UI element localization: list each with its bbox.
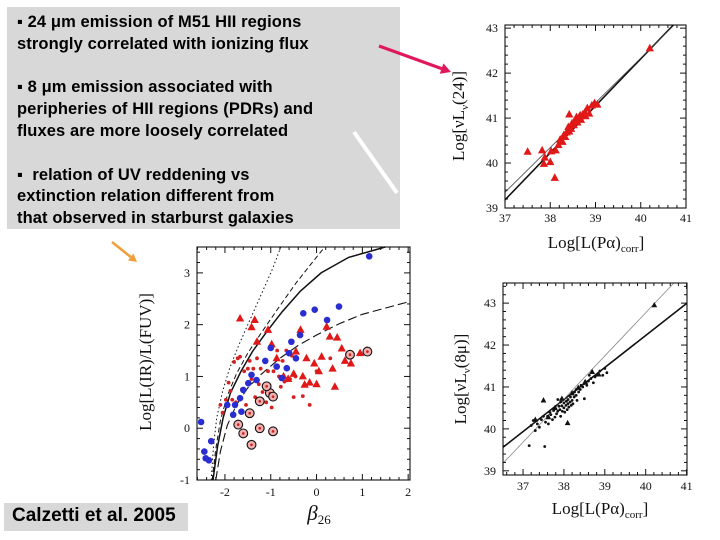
- tick-label: -1: [180, 473, 190, 487]
- y-axis-title: Log[νLν(24)]: [449, 71, 471, 161]
- blue-circles: [197, 253, 373, 464]
- chart-24um-vs-pa-scatter: 37 38 39 40 41 39 40 41 42 43 Log[L(Pα)corr] Log[νL…: [449, 21, 692, 255]
- tick-label: 42: [486, 66, 498, 80]
- curve-dotted: [210, 246, 282, 481]
- bullet-line: ▪ relation of UV reddening vs: [17, 165, 250, 184]
- tick-label: 42: [484, 338, 496, 352]
- tick-label: 3: [184, 266, 190, 280]
- bullet-line: extinction relation different from: [17, 187, 275, 206]
- chart-24um-plot: 37 38 39 40 41 39 40 41 42 43 Log[L(Pα)corr] Log[νL…: [449, 21, 692, 255]
- tick-label: 2: [405, 485, 411, 499]
- tick-label: 37: [517, 479, 529, 493]
- bullet-line: ▪ 8 μm emission associated with: [17, 78, 273, 97]
- bullet-line: peripheries of HII regions (PDRs) and: [17, 100, 314, 119]
- tick-label: 40: [486, 156, 498, 170]
- curve-short-dash: [211, 246, 326, 481]
- curve-long-dash: [215, 300, 411, 481]
- bullet-line: strongly correlated with ionizing flux: [17, 34, 309, 53]
- y-axis-title: Log[νLν(8μ)]: [451, 334, 473, 425]
- hii-regions-8um-triangles: [532, 302, 658, 426]
- tick-label: 0: [314, 485, 320, 499]
- bullet-line: that observed in starburst galaxies: [17, 209, 294, 228]
- tick-label: 37: [499, 211, 511, 225]
- chart-irx-beta-plot: -2 -1 0 1 2 -1 0 1 2 3 β26 Log[L(IR)/L(FUV)]: [136, 246, 411, 527]
- tick-label: 41: [486, 111, 498, 125]
- tick-label: 1: [184, 369, 190, 383]
- tick-label: -1: [266, 485, 276, 499]
- tick-label: 39: [486, 201, 498, 215]
- tick-label: 39: [599, 479, 611, 493]
- tick-label: 40: [484, 422, 496, 436]
- tick-label: 0: [184, 421, 190, 435]
- fit-line-thick: [502, 302, 688, 448]
- citation-label: Calzetti et al. 2005: [4, 503, 188, 531]
- bullet-line: fluxes are more loosely correlated: [17, 121, 289, 140]
- bullet-textbox: ▪ 24 μm emission of M51 HII regions stro…: [7, 7, 400, 229]
- hii-regions-24um: [523, 43, 654, 181]
- bullet-line: [17, 56, 394, 78]
- bullet-line: [17, 143, 394, 165]
- chart-8um-plot: 37 38 39 40 41 39 40 41 42 43 Log[L(Pα)corr] Log[νL…: [451, 282, 693, 521]
- tick-label: 2: [184, 318, 190, 332]
- tick-label: 40: [635, 211, 647, 225]
- tick-label: 38: [544, 211, 556, 225]
- tick-label: 41: [680, 211, 692, 225]
- tick-label: 38: [558, 479, 570, 493]
- x-axis-title: β26: [306, 501, 331, 527]
- tick-label: 1: [359, 485, 365, 499]
- tick-label: 41: [484, 380, 496, 394]
- bullet-line: ▪ 24 μm emission of M51 HII regions: [17, 13, 302, 31]
- curve-solid: [212, 246, 386, 481]
- circled-points: [233, 346, 373, 450]
- chart-8um-vs-pa-scatter: 37 38 39 40 41 39 40 41 42 43 Log[L(Pα)corr] Log[νL…: [451, 282, 693, 521]
- tick-label: 41: [681, 479, 693, 493]
- hii-regions-8um-dots: [527, 367, 609, 448]
- x-axis-title: Log[L(Pα)corr]: [552, 499, 649, 521]
- tick-label: 39: [590, 211, 602, 225]
- tick-label: 43: [484, 296, 496, 310]
- tick-label: 40: [640, 479, 652, 493]
- tick-label: 39: [484, 464, 496, 478]
- chart-irx-vs-beta-scatter: -2 -1 0 1 2 -1 0 1 2 3 β26 Log[L(IR)/L(FUV)]: [136, 246, 411, 527]
- x-axis-title: Log[L(Pα)corr]: [548, 233, 645, 255]
- y-axis-title: Log[L(IR)/L(FUV)]: [136, 293, 155, 431]
- tick-label: -2: [220, 485, 230, 499]
- fit-line-thin: [502, 282, 675, 464]
- tick-label: 43: [486, 21, 498, 35]
